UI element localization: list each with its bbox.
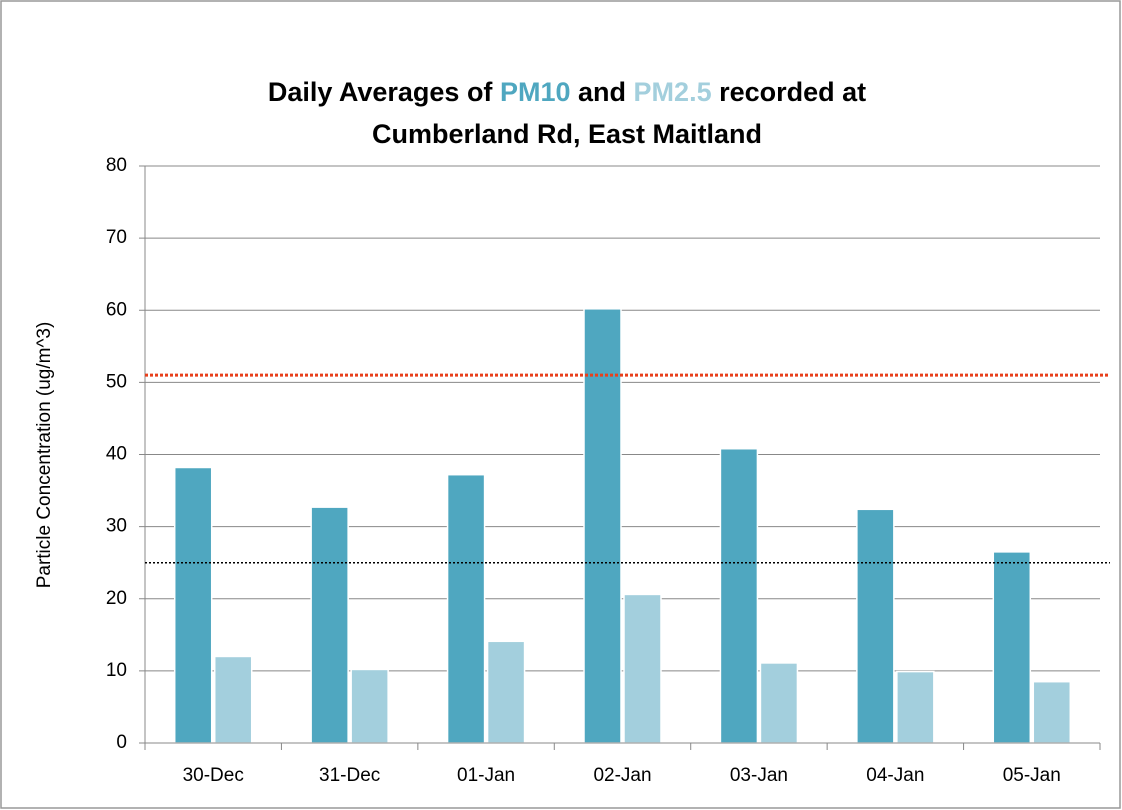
bar — [992, 551, 1032, 744]
title-series: PM10 — [500, 77, 571, 107]
title-part: recorded at — [719, 77, 866, 107]
y-tick-label: 80 — [106, 155, 127, 176]
bar — [446, 473, 486, 744]
y-tick-label: 30 — [106, 516, 127, 537]
y-axis-label: Particle Concentration (ug/m^3) — [34, 322, 55, 589]
bar — [623, 593, 662, 744]
y-tick-label: 50 — [106, 371, 127, 392]
y-tick-label: 70 — [106, 227, 127, 248]
bar — [173, 466, 213, 744]
chart-title: Daily Averages of PM10 and PM2.5 recorde… — [268, 77, 866, 107]
bar — [856, 508, 895, 744]
x-tick-label: 03-Jan — [730, 765, 788, 786]
bar — [583, 308, 622, 744]
y-tick-label: 10 — [106, 660, 127, 681]
bar — [213, 655, 253, 744]
bar — [350, 668, 389, 744]
x-tick-label: 31-Dec — [319, 765, 380, 786]
y-tick-label: 20 — [106, 588, 127, 609]
chart-title: Cumberland Rd, East Maitland — [372, 119, 762, 149]
bar — [896, 670, 935, 744]
x-tick-label: 30-Dec — [183, 765, 244, 786]
y-tick-label: 60 — [106, 299, 127, 320]
y-tick-label: 40 — [106, 444, 127, 465]
bar — [1032, 680, 1072, 744]
x-tick-label: 04-Jan — [866, 765, 924, 786]
y-tick-label: 0 — [116, 732, 127, 753]
bar — [310, 506, 349, 744]
x-tick-label: 02-Jan — [593, 765, 651, 786]
title-series: PM2.5 — [634, 77, 712, 107]
title-part: and — [578, 77, 626, 107]
x-tick-label: 01-Jan — [457, 765, 515, 786]
x-tick-label: 05-Jan — [1003, 765, 1061, 786]
bar — [719, 447, 759, 744]
bar — [486, 640, 526, 744]
bar — [759, 662, 799, 744]
title-part: Daily Averages of — [268, 77, 494, 107]
